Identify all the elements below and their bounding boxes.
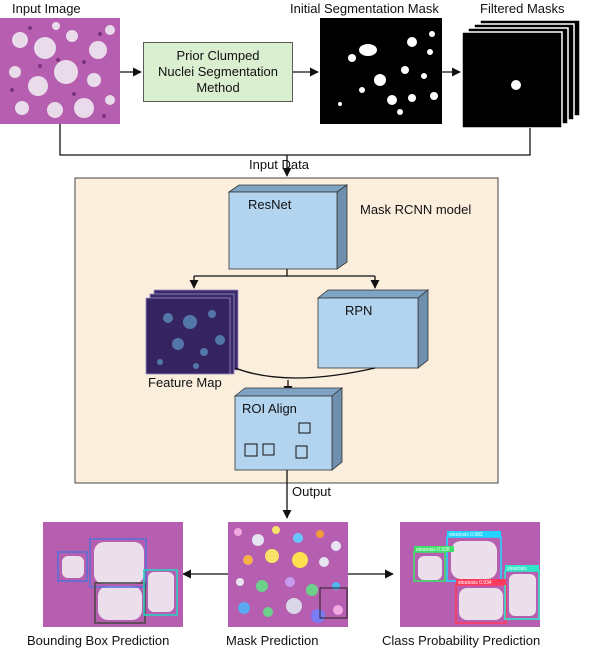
- class-tag-1: steatosis 0.928: [416, 547, 450, 553]
- mask-prediction-label: Mask Prediction: [226, 633, 319, 648]
- mask-prediction-image: [228, 522, 348, 627]
- output-label: Output: [292, 484, 332, 499]
- filtered-masks-stack: [461, 19, 581, 129]
- class-prediction-image: steatosis 0.928 steatosis 0.983 steatosi…: [400, 522, 540, 627]
- resnet-block: [227, 184, 349, 270]
- bbox-prediction-image: [43, 522, 183, 627]
- input-data-label: Input Data: [249, 157, 309, 172]
- prior-method-label: Prior Clumped Nuclei Segmentation Method: [158, 48, 278, 95]
- input-image: [0, 18, 120, 124]
- merge-curve: [234, 367, 376, 379]
- model-title: Mask RCNN model: [360, 202, 472, 217]
- roi-align-label: ROI Align: [242, 401, 297, 416]
- feature-map-label: Feature Map: [148, 375, 222, 390]
- initial-mask-image: [320, 18, 442, 124]
- rpn-label: RPN: [345, 303, 373, 318]
- resnet-split-arrows: [189, 269, 380, 289]
- class-tag-2: steatosis 0.934: [458, 580, 492, 586]
- initial-mask-label: Initial Segmentation Mask: [290, 1, 439, 16]
- class-tag-3: steatosis: [507, 566, 527, 572]
- resnet-label: ResNet: [248, 197, 292, 212]
- filtered-masks-label: Filtered Masks: [480, 1, 565, 16]
- roi-align-block: [233, 387, 344, 471]
- bbox-prediction-label: Bounding Box Prediction: [27, 633, 170, 648]
- class-tag-0: steatosis 0.983: [449, 532, 483, 538]
- feature-map-stack: [145, 289, 239, 375]
- class-prediction-label: Class Probability Prediction: [382, 633, 541, 648]
- prior-method-box: Prior Clumped Nuclei Segmentation Method: [143, 42, 293, 102]
- rpn-block: [316, 289, 430, 369]
- input-image-label: Input Image: [12, 1, 81, 16]
- input-data-connector: [59, 124, 531, 156]
